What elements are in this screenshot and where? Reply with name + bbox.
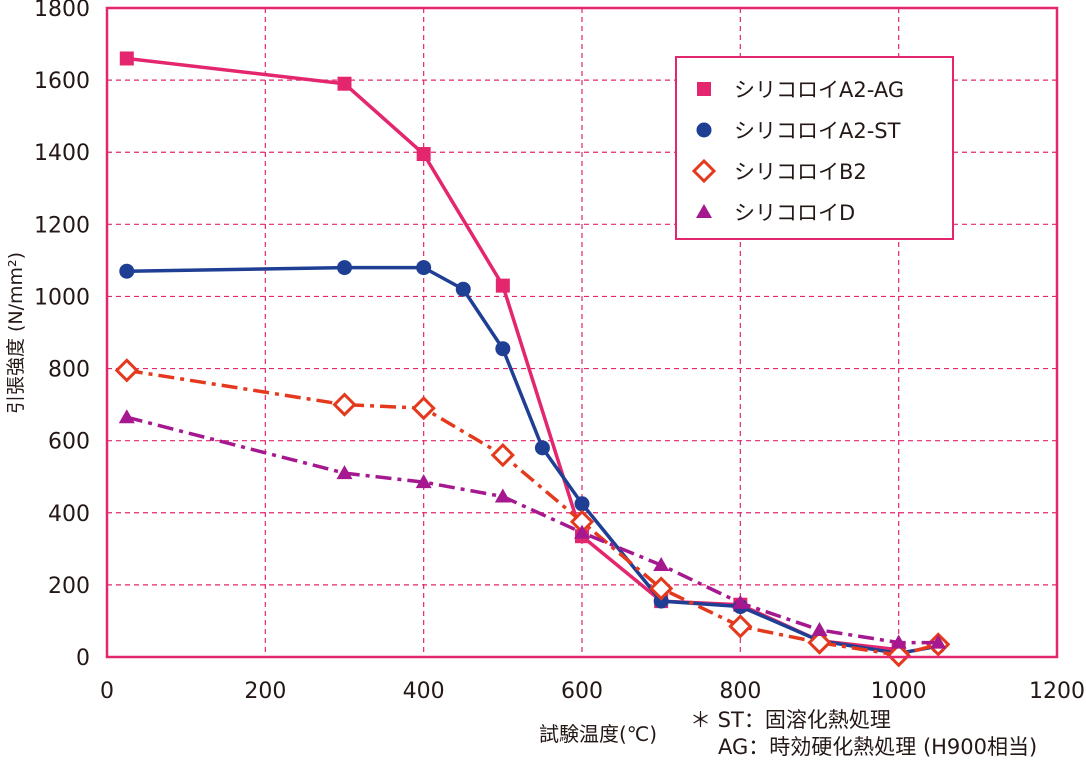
legend-marker <box>697 82 711 96</box>
y-tick-label: 1000 <box>34 285 90 310</box>
data-point <box>653 557 670 572</box>
data-point <box>534 440 550 456</box>
legend-label: シリコロイB2 <box>734 160 867 184</box>
data-point <box>495 341 511 357</box>
note-ag: AG：時効硬化熱処理 (H900相当) <box>718 735 1038 759</box>
x-tick-label: 600 <box>561 679 603 704</box>
x-tick-label: 1200 <box>1029 679 1085 704</box>
series-2 <box>119 260 946 661</box>
data-point <box>890 634 907 649</box>
legend-box <box>675 56 954 240</box>
y-tick-label: 0 <box>76 646 90 671</box>
x-tick-label: 200 <box>244 679 286 704</box>
data-point <box>930 634 947 649</box>
data-point <box>114 358 139 383</box>
legend-marker <box>696 204 712 218</box>
data-point <box>574 496 590 512</box>
plot-frame <box>105 6 1059 659</box>
legend-marker <box>696 122 712 138</box>
legend-marker <box>691 158 717 184</box>
data-point <box>119 51 134 66</box>
legend: シリコロイA2-AG シリコロイA2-ST シリコロイB2 シリコロイD <box>675 56 954 240</box>
legend-label: シリコロイA2-AG <box>734 78 904 102</box>
x-tick-label: 400 <box>403 679 445 704</box>
data-point <box>411 396 436 421</box>
data-point <box>337 260 352 276</box>
data-point <box>649 576 674 601</box>
y-axis-label: 引張強度 (N/mm²) <box>5 252 27 414</box>
x-tick-label: 1000 <box>871 679 927 704</box>
data-point <box>337 76 352 91</box>
series-3 <box>114 358 951 668</box>
data-point <box>574 524 590 539</box>
x-tick-label: 800 <box>719 679 761 704</box>
data-point <box>728 614 753 639</box>
series-line <box>126 265 939 656</box>
y-tick-label: 1200 <box>34 213 90 238</box>
y-tick-label: 1600 <box>34 69 90 94</box>
y-tick-label: 800 <box>48 358 90 383</box>
data-point <box>416 260 432 276</box>
data-point <box>886 643 911 668</box>
data-point <box>811 621 828 636</box>
data-point <box>332 392 357 417</box>
y-tick-label: 1800 <box>34 0 90 22</box>
data-point <box>807 630 832 655</box>
series-line <box>126 415 939 645</box>
data-point <box>415 474 432 489</box>
data-point <box>495 278 510 293</box>
data-point <box>494 488 511 503</box>
data-point <box>653 593 669 609</box>
data-point <box>455 281 471 297</box>
tick-labels: 0 200 400 600 800 1000 1200 0 200 400 600 800 1000 12… <box>34 0 1085 704</box>
data-point <box>336 465 353 480</box>
y-tick-label: 1400 <box>34 141 90 166</box>
y-tick-label: 600 <box>48 430 90 455</box>
x-axis-label: 試験温度(℃) <box>539 722 657 746</box>
series-line <box>126 368 939 657</box>
data-point <box>732 594 749 609</box>
data-point <box>119 263 135 279</box>
legend-label: シリコロイD <box>734 201 855 225</box>
data-point <box>490 442 515 468</box>
x-tick-label: 0 <box>100 679 114 704</box>
y-tick-label: 200 <box>48 574 90 599</box>
legend-label: シリコロイA2-ST <box>734 119 901 143</box>
series-4 <box>118 409 947 649</box>
data-point <box>118 409 135 424</box>
y-tick-label: 400 <box>48 502 90 527</box>
note-st: ＊ ST：固溶化熱処理 <box>690 708 891 732</box>
data-point <box>416 147 431 162</box>
series-layer <box>114 51 951 668</box>
